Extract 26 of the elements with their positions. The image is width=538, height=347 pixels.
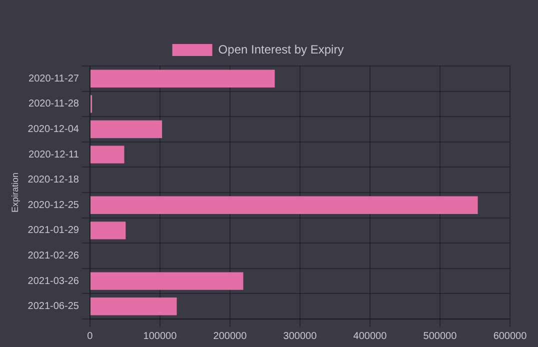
y-tick-label: 2020-12-04	[28, 124, 80, 135]
x-tick-label: 600000	[493, 330, 528, 342]
bar	[90, 120, 162, 138]
y-tick-label: 2021-02-26	[28, 250, 80, 262]
y-tick-label: 2021-06-25	[28, 301, 80, 312]
y-axis-title: Expiration	[10, 172, 20, 213]
x-tick-label: 400000	[353, 330, 388, 342]
y-tick-label: 2021-03-26	[28, 276, 80, 287]
bar	[90, 146, 124, 164]
y-tick-label: 2020-11-28	[28, 98, 80, 110]
y-tick-label: 2020-12-18	[28, 174, 80, 186]
y-tick-label: 2020-11-27	[28, 73, 80, 84]
y-tick-label: 2020-12-11	[28, 149, 80, 160]
bar	[90, 272, 244, 290]
x-tick-label: 100000	[143, 330, 178, 342]
y-tick-label: 2021-01-29	[28, 225, 80, 236]
bar	[90, 222, 126, 240]
x-tick-label: 0	[87, 330, 94, 342]
x-tick-label: 300000	[283, 330, 318, 342]
bar	[90, 70, 275, 88]
x-tick-label: 500000	[423, 330, 458, 342]
x-tick-label: 200000	[213, 330, 248, 342]
bar	[90, 297, 177, 316]
bar	[90, 196, 478, 214]
y-tick-label: 2020-12-25	[28, 200, 80, 211]
legend-label: Open Interest by Expiry	[218, 42, 344, 56]
